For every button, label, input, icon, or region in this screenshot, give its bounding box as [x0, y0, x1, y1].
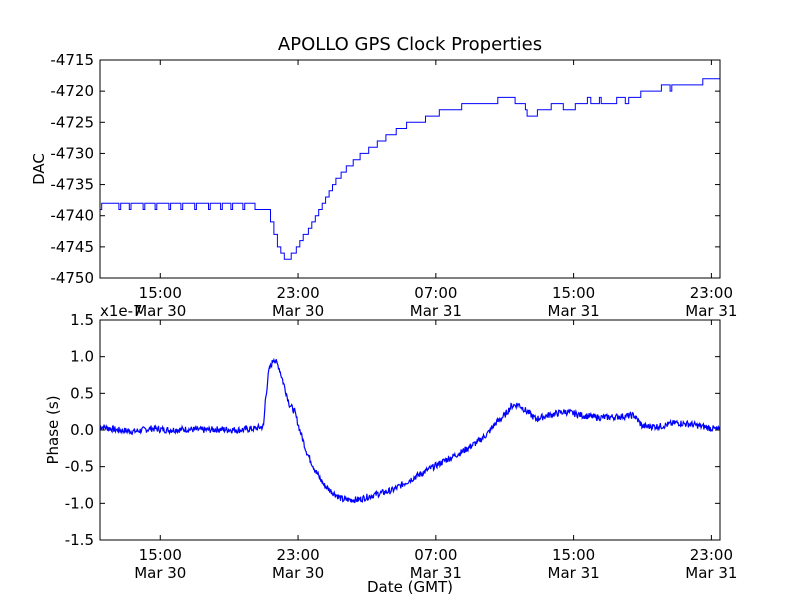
xtick-label-date: Mar 30 [134, 564, 186, 582]
xtick-label-date: Mar 31 [685, 564, 737, 582]
xtick-label-time: 23:00 [276, 284, 319, 302]
phase-ylabel: Phase (s) [44, 395, 62, 464]
ytick-label: -4715 [50, 51, 94, 69]
dac-series-line [100, 78, 720, 260]
phase-scale-label: x1e-7 [100, 302, 143, 320]
ytick-label: 0.0 [70, 421, 94, 439]
xtick-label-time: 15:00 [552, 284, 595, 302]
dac-ticks: -4715 -4720 -4725 -4730 -4735 -4740 -4745 -4750… [50, 51, 737, 320]
xtick-label-time: 15:00 [552, 546, 595, 564]
ytick-label: -4750 [50, 269, 94, 287]
xtick-label-date: Mar 30 [134, 302, 186, 320]
ytick-label: -4745 [50, 238, 94, 256]
phase-xlabel: Date (GMT) [367, 578, 453, 596]
xtick-label-date: Mar 31 [685, 302, 737, 320]
series-line-0 [99, 357, 721, 504]
xtick-label-date: Mar 30 [272, 564, 324, 582]
dac-ylabel: DAC [30, 153, 48, 185]
xtick-label-date: Mar 30 [272, 302, 324, 320]
ytick-label: -1.5 [65, 531, 94, 549]
chart-title: APOLLO GPS Clock Properties [278, 34, 542, 55]
dac-panel: -4715 -4720 -4725 -4730 -4735 -4740 -4745 -4750… [50, 51, 737, 320]
xtick-label-date: Mar 31 [410, 302, 462, 320]
xtick-label-time: 23:00 [276, 546, 319, 564]
xtick-label-time: 15:00 [139, 284, 182, 302]
xtick-label-date: Mar 31 [548, 564, 600, 582]
ytick-label: 0.5 [70, 384, 94, 402]
phase-series-line [99, 357, 721, 504]
ytick-label: -4740 [50, 207, 94, 225]
ytick-label: 1.0 [70, 348, 94, 366]
xtick-label-time: 07:00 [414, 284, 457, 302]
phase-axes-frame [99, 319, 721, 541]
series-line-0 [100, 78, 720, 260]
ytick-label: -4720 [50, 82, 94, 100]
ytick-label: -4725 [50, 113, 94, 131]
xtick-label-date: Mar 31 [548, 302, 600, 320]
ytick-label: -1.0 [65, 494, 94, 512]
xtick-label-date: Mar 31 [410, 564, 462, 582]
ytick-label: -4730 [50, 144, 94, 162]
xtick-label-time: 23:00 [690, 546, 733, 564]
ytick-label: -4735 [50, 176, 94, 194]
ytick-label: 1.5 [70, 311, 94, 329]
xtick-label-time: 15:00 [139, 546, 182, 564]
xtick-label-time: 23:00 [690, 284, 733, 302]
dac-axes-frame [99, 59, 721, 279]
xtick-label-time: 07:00 [414, 546, 457, 564]
ytick-label: -0.5 [65, 458, 94, 476]
